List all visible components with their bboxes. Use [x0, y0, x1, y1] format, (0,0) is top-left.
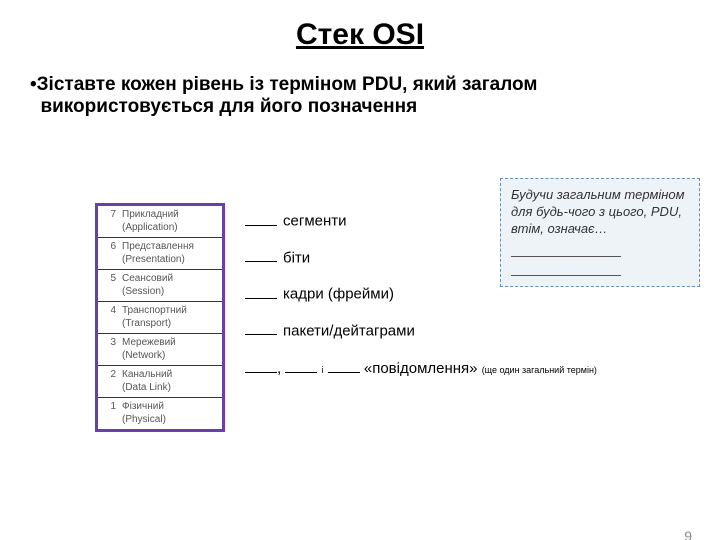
table-row: 3 Мережевий(Network) [97, 334, 224, 366]
list-item-message: , і «повідомлення» (ще один загальний те… [245, 357, 597, 381]
pdu-fill-list: сегменти біти кадри (фрейми) пакети/дейт… [245, 211, 597, 399]
fill-blank[interactable] [245, 211, 277, 226]
list-item: кадри (фрейми) [245, 284, 597, 303]
page-number: 9 [684, 528, 692, 540]
table-row: 6 Представлення(Presentation) [97, 238, 224, 270]
fill-blank[interactable] [328, 359, 360, 374]
list-item: сегменти [245, 211, 597, 230]
fill-blank[interactable] [245, 248, 277, 263]
fill-blank[interactable] [245, 321, 277, 336]
instruction-text: •Зіставте кожен рівень із терміном PDU, … [30, 74, 680, 118]
bullet: • [30, 74, 37, 95]
table-row: 7 Прикладний(Application) [97, 205, 224, 238]
fill-blank[interactable] [245, 359, 277, 374]
table-row: 5 Сеансовий(Session) [97, 270, 224, 302]
osi-layers-table: 7 Прикладний(Application) 6 Представленн… [95, 203, 225, 432]
list-item: біти [245, 248, 597, 267]
fill-blank[interactable] [245, 284, 277, 299]
page-title: Стек OSI [0, 18, 720, 52]
table-row: 4 Транспортний(Transport) [97, 302, 224, 334]
fill-blank[interactable] [285, 359, 317, 374]
table-row: 1 Фізичний(Physical) [97, 398, 224, 431]
table-row: 2 Канальний(Data Link) [97, 366, 224, 398]
list-item: пакети/дейтаграми [245, 321, 597, 340]
